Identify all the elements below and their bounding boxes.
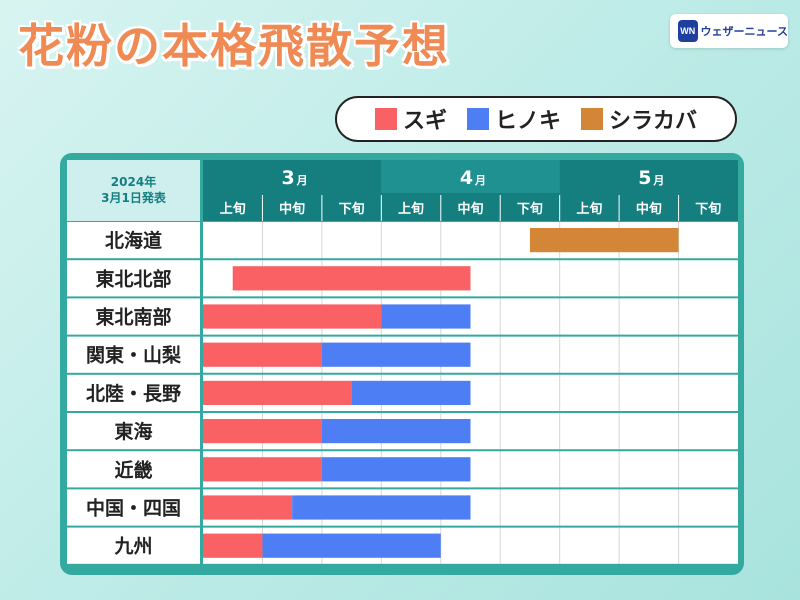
month-unit-5: 月 xyxy=(652,174,664,187)
region-label-cell xyxy=(67,336,200,373)
region-label-cell xyxy=(67,374,200,411)
region-label: 北海道 xyxy=(105,229,162,252)
bar-九州-ヒノキ xyxy=(262,533,441,558)
legend-swatch-shirakaba xyxy=(581,108,603,130)
bar-中国・四国-スギ xyxy=(203,495,293,520)
period-label: 中旬 xyxy=(636,201,662,217)
region-label: 東北南部 xyxy=(95,306,171,329)
bar-北海道-シラカバ xyxy=(529,228,679,253)
bar-東海-スギ xyxy=(203,419,322,444)
region-label: 北陸・長野 xyxy=(86,382,181,405)
header-corner xyxy=(67,160,200,221)
weathernews-logo-icon: WN xyxy=(678,20,698,42)
period-label: 中旬 xyxy=(457,201,483,217)
region-label: 中国・四国 xyxy=(86,497,181,520)
chart-legend: スギ ヒノキ シラカバ xyxy=(335,96,737,142)
region-label: 東北北部 xyxy=(95,267,171,290)
month-unit-4: 月 xyxy=(474,174,486,187)
published-date: 3月1日発表 xyxy=(101,190,167,205)
region-label-cell xyxy=(67,222,200,259)
month-header-5 xyxy=(559,160,738,193)
bar-近畿-ヒノキ xyxy=(321,457,471,482)
period-label: 上旬 xyxy=(576,201,602,217)
brand-name: ウェザーニュース xyxy=(700,25,788,38)
month-unit-3: 月 xyxy=(296,174,308,187)
period-label: 下旬 xyxy=(517,201,543,217)
region-label-cell xyxy=(67,260,200,297)
month-label-5: 5 xyxy=(638,167,651,189)
period-label: 下旬 xyxy=(695,201,721,217)
region-label: 関東・山梨 xyxy=(86,344,182,367)
bar-東海-ヒノキ xyxy=(321,419,471,444)
bar-北陸・長野-ヒノキ xyxy=(351,380,471,405)
region-label-cell xyxy=(67,527,200,564)
month-header-4 xyxy=(381,160,560,193)
legend-label-sugi: スギ xyxy=(402,109,447,134)
legend-item-sugi: スギ xyxy=(374,103,447,135)
region-label-cell xyxy=(67,413,200,450)
bar-北陸・長野-スギ xyxy=(203,380,352,405)
period-label: 上旬 xyxy=(220,201,246,217)
region-label-cell xyxy=(67,489,200,526)
region-label-cell xyxy=(67,298,200,335)
bar-東北南部-ヒノキ xyxy=(381,304,471,329)
legend-swatch-hinoki xyxy=(466,108,489,130)
page-title: 花粉の本格飛散予想 xyxy=(18,19,450,73)
bar-東北北部-スギ xyxy=(232,266,471,291)
brand-logo: WN ウェザーニュース xyxy=(670,14,788,48)
month-label-3: 3 xyxy=(282,167,295,189)
region-label: 東海 xyxy=(114,420,152,443)
bar-関東・山梨-ヒノキ xyxy=(321,342,471,367)
period-label: 上旬 xyxy=(398,201,424,217)
legend-item-hinoki: ヒノキ xyxy=(466,103,561,135)
bar-中国・四国-ヒノキ xyxy=(292,495,471,520)
legend-item-shirakaba: シラカバ xyxy=(581,103,697,135)
legend-swatch-sugi xyxy=(374,108,397,130)
period-label: 中旬 xyxy=(279,201,305,217)
bar-東北南部-スギ xyxy=(203,304,382,329)
month-label-4: 4 xyxy=(460,167,473,189)
bar-関東・山梨-スギ xyxy=(203,342,322,367)
published-year: 2024年 xyxy=(111,174,156,189)
region-label-cell xyxy=(67,451,200,488)
legend-label-shirakaba: シラカバ xyxy=(609,109,698,134)
legend-label-hinoki: ヒノキ xyxy=(494,109,561,134)
region-label: 九州 xyxy=(113,536,152,558)
period-header-row xyxy=(203,193,738,221)
period-label: 下旬 xyxy=(339,201,365,217)
month-header-3 xyxy=(203,160,382,193)
bar-九州-スギ xyxy=(203,533,263,558)
region-label: 近畿 xyxy=(114,458,152,481)
bar-近畿-スギ xyxy=(203,457,322,482)
